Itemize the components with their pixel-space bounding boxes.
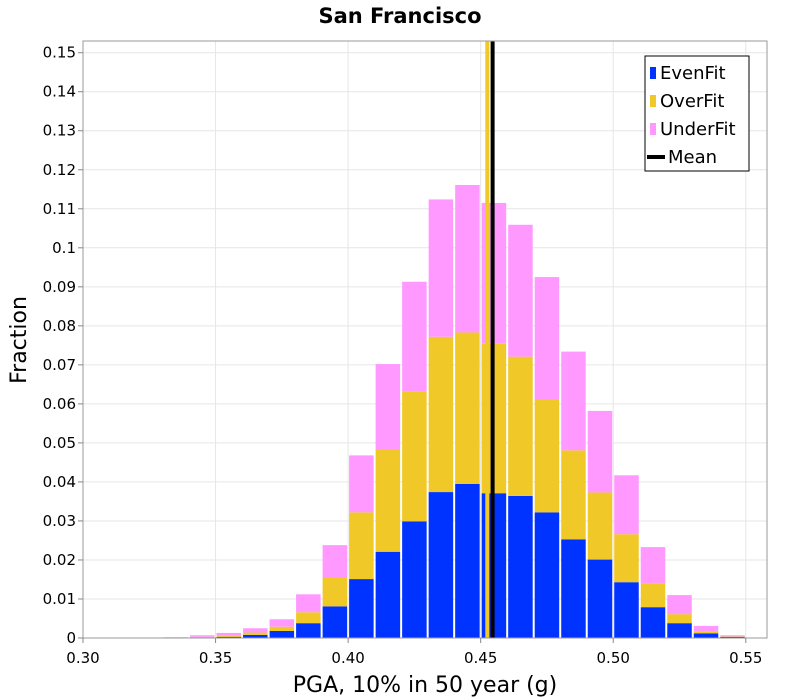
y-tick-label: 0.05 xyxy=(43,434,76,452)
bar-overfit-12 xyxy=(402,391,427,522)
bar-evenfit-19 xyxy=(587,559,613,638)
y-tick-label: 0.11 xyxy=(43,200,76,218)
bar-underfit-19 xyxy=(587,410,613,493)
bar-evenfit-10 xyxy=(349,579,374,638)
y-tick-label: 0.03 xyxy=(43,512,76,530)
y-tick-label: 0.15 xyxy=(43,44,76,62)
legend: EvenFit OverFit UnderFit Mean xyxy=(644,55,750,172)
bar-underfit-14 xyxy=(455,184,480,333)
y-tick-label: 0.13 xyxy=(43,122,76,140)
bar-underfit-16 xyxy=(508,224,533,357)
bar-underfit-5 xyxy=(216,632,242,636)
y-tick-label: 0.07 xyxy=(43,356,76,374)
bar-overfit-16 xyxy=(508,356,533,496)
bar-overfit-6 xyxy=(243,632,268,635)
bar-overfit-21 xyxy=(640,583,666,608)
legend-swatch-underfit xyxy=(650,123,656,135)
y-axis-title: Fraction xyxy=(7,296,32,384)
plot-border xyxy=(82,40,768,639)
bar-overfit-19 xyxy=(587,492,613,560)
bar-evenfit-23 xyxy=(693,633,719,638)
bar-evenfit-24 xyxy=(720,636,745,638)
bar-underfit-20 xyxy=(614,475,639,535)
bar-overfit-9 xyxy=(322,577,348,607)
bar-underfit-9 xyxy=(322,545,348,578)
bar-underfit-17 xyxy=(534,277,560,400)
x-tick-label: 0.45 xyxy=(464,649,497,667)
x-tick-label: 0.30 xyxy=(66,649,99,667)
mean-lines xyxy=(485,41,495,638)
bar-underfit-12 xyxy=(402,281,427,392)
legend-label-overfit: OverFit xyxy=(660,91,724,112)
bar-underfit-4 xyxy=(190,635,215,637)
bar-overfit-13 xyxy=(428,336,454,493)
bar-underfit-22 xyxy=(667,595,692,615)
bar-overfit-5 xyxy=(216,635,242,637)
legend-label-underfit: UnderFit xyxy=(660,119,736,140)
legend-swatch-evenfit xyxy=(650,67,656,79)
x-tick-label: 0.40 xyxy=(331,649,364,667)
bar-overfit-11 xyxy=(375,449,401,552)
bar-overfit-18 xyxy=(561,450,586,540)
bar-overfit-10 xyxy=(349,512,374,580)
bar-evenfit-22 xyxy=(667,623,692,638)
bar-evenfit-20 xyxy=(614,582,639,638)
bar-overfit-23 xyxy=(693,631,719,634)
y-tick-label: 0.1 xyxy=(52,239,76,257)
legend-box xyxy=(644,55,750,172)
bar-underfit-24 xyxy=(720,635,745,637)
bar-underfit-6 xyxy=(243,628,268,633)
y-tick-label: 0.12 xyxy=(43,161,76,179)
bar-underfit-7 xyxy=(269,619,295,627)
bar-overfit-14 xyxy=(455,332,480,484)
bar-evenfit-5 xyxy=(216,636,242,638)
bar-overfit-7 xyxy=(269,626,295,631)
y-tick-label: 0.02 xyxy=(43,551,76,569)
chart-title: San Francisco xyxy=(318,4,481,28)
bar-overfit-4 xyxy=(190,636,215,638)
bar-overfit-17 xyxy=(534,399,560,513)
bar-evenfit-16 xyxy=(508,495,533,638)
bar-evenfit-6 xyxy=(243,634,268,638)
bar-evenfit-14 xyxy=(455,483,480,638)
legend-label-evenfit: EvenFit xyxy=(660,63,726,84)
bar-underfit-11 xyxy=(375,364,401,450)
x-tick-label: 0.35 xyxy=(199,649,232,667)
y-tick-label: 0.14 xyxy=(43,83,76,101)
bar-overfit-22 xyxy=(667,614,692,624)
bar-evenfit-9 xyxy=(322,606,348,638)
x-axis-title: PGA, 10% in 50 year (g) xyxy=(293,673,557,698)
bar-evenfit-13 xyxy=(428,492,454,638)
bar-evenfit-12 xyxy=(402,521,427,638)
y-tick-label: 0.04 xyxy=(43,473,76,491)
bar-underfit-21 xyxy=(640,547,666,584)
legend-items: EvenFit OverFit UnderFit Mean xyxy=(647,63,736,168)
bar-evenfit-11 xyxy=(375,551,401,638)
bar-underfit-18 xyxy=(561,351,586,451)
bar-evenfit-18 xyxy=(561,539,586,638)
y-tick-label: 0.06 xyxy=(43,395,76,413)
legend-swatch-overfit xyxy=(650,95,656,107)
bar-underfit-13 xyxy=(428,199,454,337)
y-tick-label: 0 xyxy=(66,629,76,647)
bar-underfit-23 xyxy=(693,625,719,632)
y-tick-label: 0.09 xyxy=(43,278,76,296)
legend-label-mean: Mean xyxy=(668,147,717,168)
y-axis-ticks: 0 0.01 0.02 0.03 0.04 0.05 0.06 0.07 0.08 0.09 0.1… xyxy=(43,44,83,647)
bar-overfit-20 xyxy=(614,534,639,583)
bar-underfit-8 xyxy=(296,594,321,613)
bar-overfit-8 xyxy=(296,612,321,624)
x-tick-label: 0.50 xyxy=(597,649,630,667)
y-tick-label: 0.01 xyxy=(43,590,76,608)
bar-evenfit-17 xyxy=(534,512,560,638)
bar-evenfit-21 xyxy=(640,607,666,638)
bar-evenfit-8 xyxy=(296,623,321,638)
y-tick-label: 0.08 xyxy=(43,317,76,335)
x-axis-ticks: 0.30 0.35 0.40 0.45 0.50 0.55 xyxy=(66,638,762,667)
x-tick-label: 0.55 xyxy=(729,649,762,667)
bar-underfit-10 xyxy=(349,455,374,513)
bar-evenfit-7 xyxy=(269,630,295,638)
